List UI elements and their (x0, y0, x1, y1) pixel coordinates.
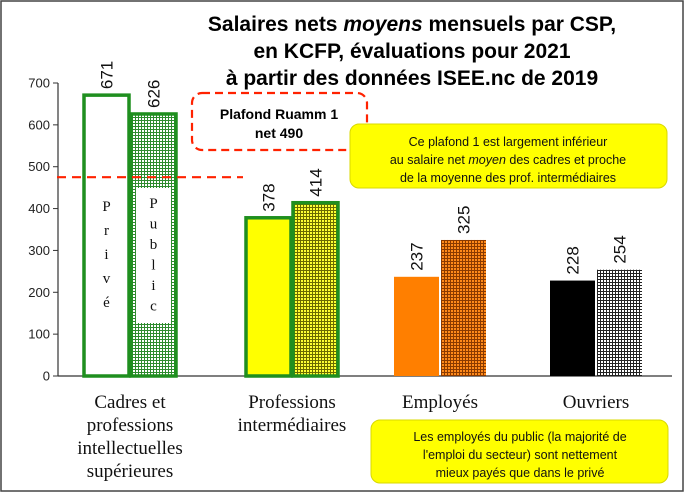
note-bottom-line: Les employés du public (la majorité de (413, 430, 626, 444)
in-bar-letter-prive: r (104, 223, 109, 239)
in-bar-letter-prive: v (103, 271, 111, 287)
bar-prive (82, 93, 131, 378)
plafond-annotation-box (190, 91, 369, 152)
y-tick-label: 100 (28, 327, 50, 342)
in-bar-letter-public: i (151, 278, 155, 294)
in-bar-letter-public: u (150, 217, 158, 233)
bar-public (597, 269, 642, 376)
plafond-annotation-text: Plafond Ruamm 1 (220, 106, 338, 122)
data-label-prive: 237 (408, 242, 427, 270)
note-top-segment: au salaire net (390, 153, 469, 167)
y-tick-label: 600 (28, 117, 50, 132)
data-label-prive: 378 (260, 183, 279, 211)
note-top-box (349, 123, 668, 189)
labels: 671 626 Cadres etprofessionsintellectuelle… (77, 13, 669, 484)
bar-public (291, 200, 340, 378)
note-top-line: au salaire net moyen des cadres et proch… (390, 153, 626, 167)
note-top-segment: de la moyenne des prof. intermédiaires (400, 171, 616, 185)
y-tick-label: 700 (28, 76, 50, 91)
chart-title-line: en KCFP, évaluations pour 2021 (253, 40, 570, 63)
category-label: Professions (248, 392, 336, 413)
category-label: Cadres et (94, 392, 166, 413)
category-label: Employés (402, 392, 478, 413)
in-bar-letter-public: c (150, 299, 157, 315)
data-label-public: 626 (145, 80, 164, 108)
data-label-prive: 671 (98, 61, 117, 89)
note-top-line: Ce plafond 1 est largement inférieur (409, 135, 608, 149)
chart-title-segment: Salaires nets (208, 13, 343, 36)
category-label: supérieures (87, 461, 174, 482)
y-tick-label: 500 (28, 159, 50, 174)
category-label: intermédiaires (238, 415, 347, 436)
category-label: Ouvriers (563, 392, 629, 413)
data-label-public: 254 (611, 235, 630, 263)
y-tick-label: 300 (28, 243, 50, 258)
data-label-public: 414 (307, 168, 326, 196)
in-bar-letter-prive: P (102, 199, 110, 215)
chart-title-line: Salaires nets moyens mensuels par CSP, (208, 13, 616, 36)
note-top-segment: des cadres et proche (506, 153, 626, 167)
data-label-prive: 228 (564, 246, 583, 274)
bar-public (441, 239, 486, 376)
y-tick-label: 0 (43, 369, 50, 384)
in-bar-label-background (136, 188, 171, 323)
note-bottom-box (370, 419, 669, 484)
note-top-segment: Ce plafond 1 est largement inférieur (409, 135, 608, 149)
in-bar-letter-prive: é (103, 295, 110, 311)
in-bar-letter-public: b (150, 237, 158, 253)
data-label-public: 325 (455, 206, 474, 234)
bars (82, 93, 642, 378)
in-bar-letter-public: l (151, 258, 155, 274)
chart-title-segment: mensuels par CSP, (423, 13, 616, 36)
note-bottom-line: mieux payés que dans le privé (436, 466, 605, 480)
y-tick-label: 200 (28, 285, 50, 300)
note-top-line: de la moyenne des prof. intermédiaires (400, 171, 616, 185)
chart-title-line: à partir des données ISEE.nc de 2019 (226, 67, 598, 90)
bar-prive (550, 280, 595, 376)
category-label: intellectuelles (77, 438, 183, 459)
bar-prive (244, 216, 293, 378)
bar-prive (394, 276, 439, 376)
y-tick-label: 400 (28, 201, 50, 216)
chart-title-segment: moyens (343, 13, 422, 36)
chart-title-segment: à partir des données ISEE.nc de 2019 (226, 67, 598, 90)
category-label: professions (87, 415, 174, 436)
note-bottom-line: l'emploi du secteur) sont nettement (423, 448, 618, 462)
in-bar-letter-public: P (149, 196, 157, 212)
in-bar-letter-prive: i (104, 247, 108, 263)
note-top-segment: moyen (468, 153, 506, 167)
plafond-annotation-text: net 490 (255, 125, 303, 141)
chart-title-segment: en KCFP, évaluations pour 2021 (253, 40, 570, 63)
